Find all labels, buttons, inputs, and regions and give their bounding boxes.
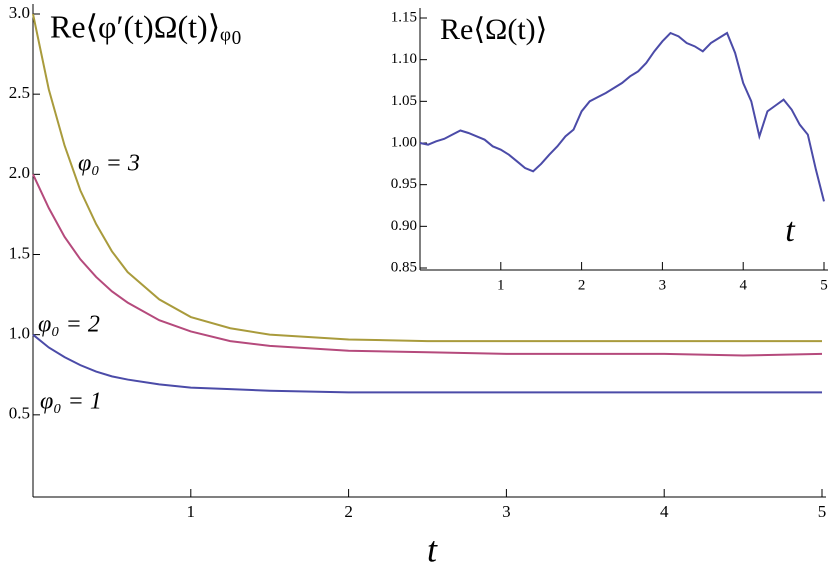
x-axis-label: t xyxy=(427,529,438,569)
y-tick-label: 1.10 xyxy=(391,51,417,67)
y-tick-label: 0.85 xyxy=(391,259,417,275)
series-line xyxy=(32,13,822,343)
x-axis-label: t xyxy=(785,212,796,249)
y-tick-label: 1.00 xyxy=(391,134,417,150)
x-tick-label: 1 xyxy=(497,277,505,293)
y-tick-label: 0.95 xyxy=(391,176,417,192)
x-tick-label: 4 xyxy=(660,502,669,521)
y-tick-label: 3.0 xyxy=(9,3,30,22)
x-tick-label: 3 xyxy=(659,277,667,293)
y-tick-label: 2.5 xyxy=(9,83,30,102)
x-tick-label: 2 xyxy=(578,277,586,293)
chart-title: Re⟨Ω(t)⟩ xyxy=(440,13,547,46)
x-tick-label: 2 xyxy=(344,502,353,521)
y-tick-label: 1.05 xyxy=(391,93,417,109)
y-tick-label: 1.15 xyxy=(391,9,417,25)
x-tick-label: 5 xyxy=(820,277,828,293)
series-line xyxy=(32,333,822,394)
series-label: φ₀ = 3 xyxy=(78,151,140,177)
y-tick-label: 1.0 xyxy=(9,324,30,343)
x-tick-label: 4 xyxy=(739,277,747,293)
inset-background xyxy=(360,0,830,290)
series-line xyxy=(32,173,823,357)
series-label: φ₀ = 1 xyxy=(40,389,102,415)
chart-title: Re⟨φ′(t)Ω(t)⟩ᵩ₀ xyxy=(50,8,242,44)
x-tick-label: 1 xyxy=(187,502,196,521)
y-tick-label: 1.5 xyxy=(9,243,30,262)
x-tick-label: 5 xyxy=(818,502,827,521)
series-line xyxy=(419,31,825,202)
x-tick-label: 3 xyxy=(502,502,511,521)
y-tick-label: 2.0 xyxy=(9,163,30,182)
y-tick-label: 0.5 xyxy=(9,404,30,423)
y-tick-label: 0.90 xyxy=(391,218,417,234)
series-label: φ₀ = 2 xyxy=(38,312,100,338)
